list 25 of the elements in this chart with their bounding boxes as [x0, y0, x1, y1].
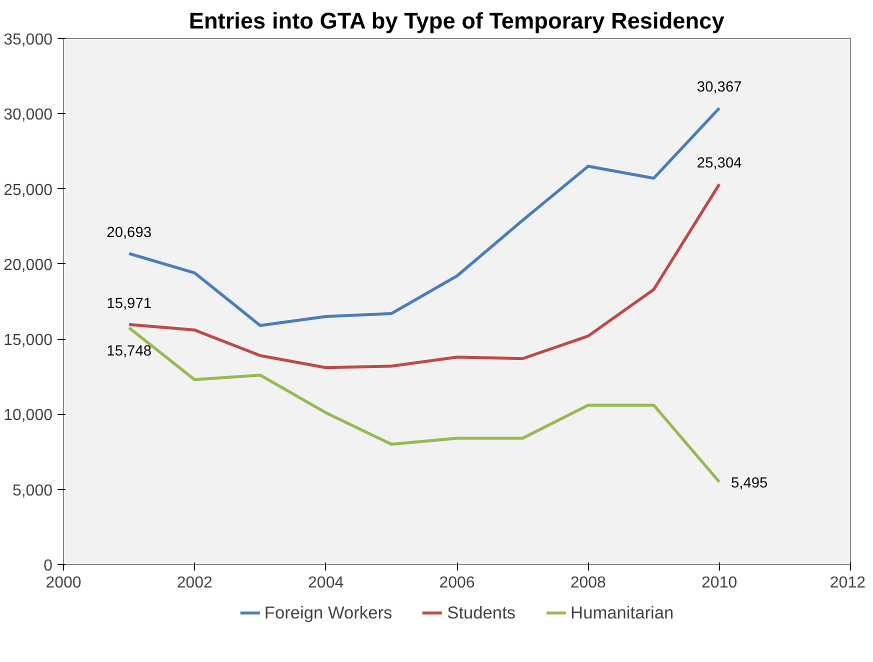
- y-tick-label: 25,000: [4, 182, 53, 199]
- y-tick-label: 30,000: [4, 106, 53, 124]
- x-tick-label: 2002: [176, 574, 213, 592]
- y-tick-label: 10,000: [4, 407, 53, 424]
- y-tick-label: 35,000: [4, 32, 53, 48]
- chart-title: Entries into GTA by Type of Temporary Residency: [188, 8, 725, 34]
- x-tick-label: 2008: [570, 574, 606, 592]
- legend-label: Students: [447, 602, 516, 623]
- x-tick-label: 2010: [702, 574, 738, 592]
- data-label: 25,304: [696, 156, 742, 172]
- x-tick-label: 2012: [830, 574, 866, 592]
- y-tick-label: 5,000: [12, 482, 53, 500]
- y-tick-label: 20,000: [4, 256, 53, 274]
- x-tick-label: 2000: [46, 574, 82, 592]
- data-label: 5,495: [730, 475, 768, 492]
- legend-label: Foreign Workers: [264, 602, 392, 623]
- y-tick-label: 15,000: [4, 332, 53, 350]
- legend-label: Humanitarian: [570, 602, 674, 623]
- data-label: 15,971: [106, 296, 152, 312]
- y-tick-label: 0: [44, 558, 53, 574]
- data-label: 20,693: [106, 225, 152, 242]
- data-label: 30,367: [696, 80, 742, 96]
- data-label: 15,748: [106, 343, 152, 360]
- x-tick-label: 2004: [308, 574, 344, 592]
- x-tick-label: 2006: [439, 574, 475, 592]
